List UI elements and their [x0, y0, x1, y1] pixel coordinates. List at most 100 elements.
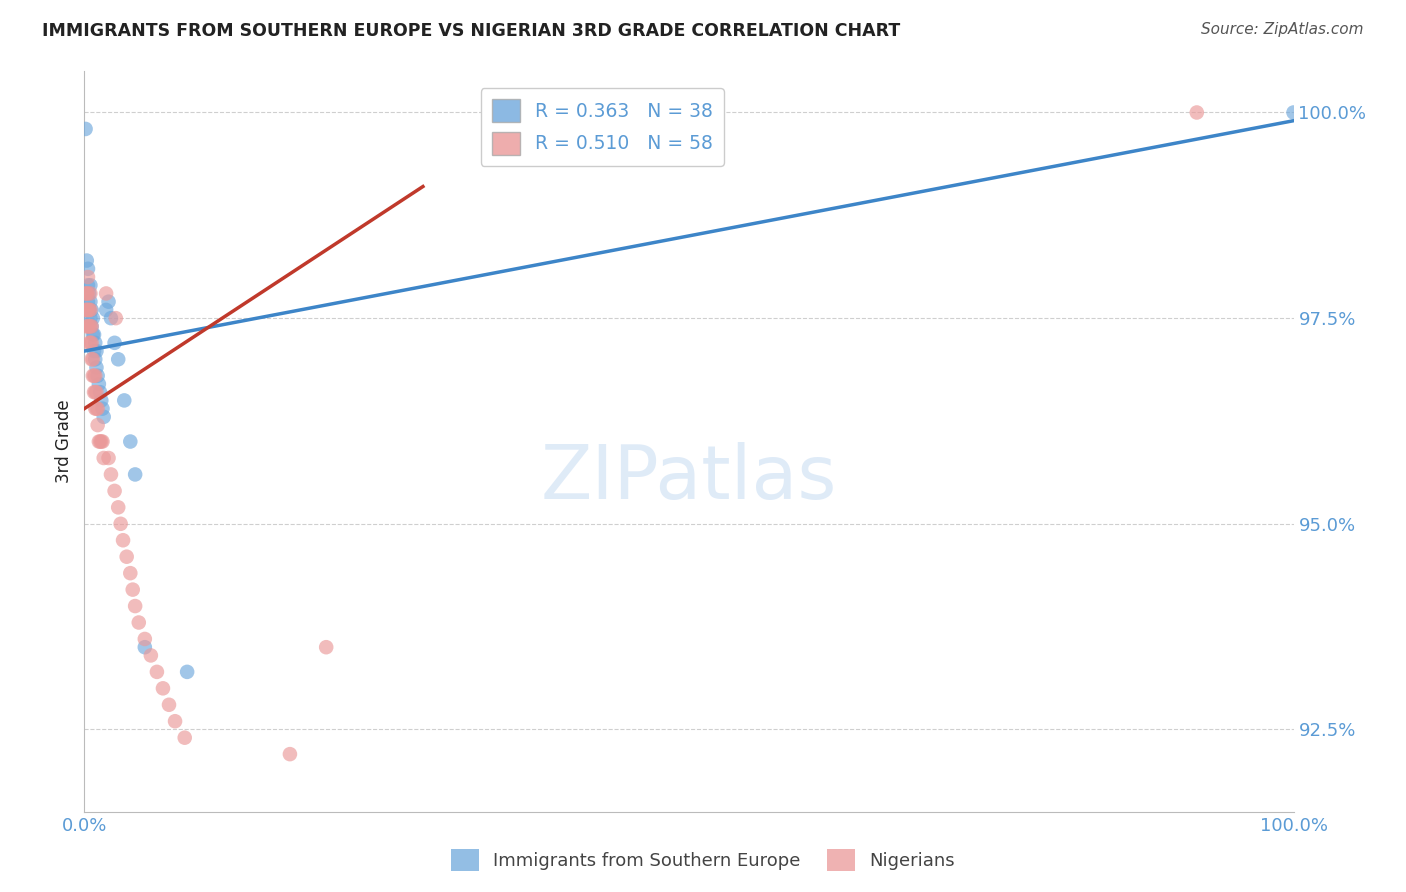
Point [75, 122, 97, 136]
Point [77, 302, 100, 317]
Point [75, 302, 97, 317]
Point [79, 302, 101, 317]
Point [82, 327, 104, 342]
Point [77, 335, 100, 350]
Point [79, 286, 101, 301]
Point [104, 483, 127, 498]
Point [84, 368, 107, 383]
Point [86, 385, 108, 400]
Point [91, 434, 114, 449]
Point [124, 599, 146, 613]
Point [77, 286, 100, 301]
Point [79, 294, 101, 309]
Point [84, 335, 107, 350]
Point [89, 385, 111, 400]
Point [83, 344, 105, 359]
Point [112, 533, 135, 548]
Point [83, 385, 105, 400]
Point [77, 286, 100, 301]
Point [77, 319, 100, 334]
Point [83, 368, 105, 383]
Point [84, 401, 107, 416]
Point [112, 393, 135, 408]
Point [76, 286, 98, 301]
Point [77, 270, 100, 285]
Point [77, 278, 100, 293]
Point [84, 385, 107, 400]
Point [121, 582, 143, 597]
Point [165, 714, 187, 729]
Point [107, 500, 129, 515]
Point [139, 648, 162, 663]
Point [91, 401, 114, 416]
Point [176, 665, 198, 679]
Point [1185, 105, 1208, 120]
Point [100, 311, 122, 326]
Point [76, 253, 98, 268]
Y-axis label: 3rd Grade: 3rd Grade [55, 400, 73, 483]
Point [79, 335, 101, 350]
Point [86, 418, 108, 433]
Point [87, 434, 110, 449]
Point [152, 681, 174, 696]
Point [79, 319, 101, 334]
Point [77, 261, 100, 276]
Point [104, 311, 127, 326]
Point [76, 286, 98, 301]
Point [77, 302, 100, 317]
Point [110, 516, 132, 531]
Point [86, 368, 108, 383]
Point [120, 566, 142, 581]
Point [80, 319, 103, 334]
Point [90, 393, 112, 408]
Point [89, 434, 111, 449]
Point [278, 747, 301, 761]
Point [97, 450, 120, 465]
Point [94, 286, 117, 301]
Text: Source: ZipAtlas.com: Source: ZipAtlas.com [1201, 22, 1364, 37]
Point [315, 640, 337, 655]
Point [157, 698, 180, 712]
Point [94, 302, 117, 317]
Point [76, 302, 98, 317]
Point [76, 319, 98, 334]
Point [86, 401, 108, 416]
Point [80, 352, 103, 367]
Point [93, 409, 115, 424]
Legend: Immigrants from Southern Europe, Nigerians: Immigrants from Southern Europe, Nigeria… [444, 842, 962, 879]
Point [75, 286, 97, 301]
Point [97, 294, 120, 309]
Point [115, 549, 138, 564]
Point [100, 467, 122, 482]
Point [77, 294, 100, 309]
Point [90, 434, 112, 449]
Point [1282, 105, 1305, 120]
Point [82, 368, 104, 383]
Point [173, 731, 195, 745]
Point [134, 640, 156, 655]
Point [86, 344, 108, 359]
Point [82, 352, 104, 367]
Point [82, 311, 104, 326]
Point [80, 335, 103, 350]
Point [124, 467, 146, 482]
Point [84, 352, 107, 367]
Point [77, 319, 100, 334]
Point [86, 401, 108, 416]
Point [80, 302, 103, 317]
Point [134, 632, 156, 646]
Text: ZIPatlas: ZIPatlas [541, 442, 837, 515]
Point [86, 360, 108, 375]
Point [120, 434, 142, 449]
Point [87, 376, 110, 391]
Point [80, 319, 103, 334]
Point [83, 327, 105, 342]
Point [79, 311, 101, 326]
Point [146, 665, 169, 679]
Text: IMMIGRANTS FROM SOUTHERN EUROPE VS NIGERIAN 3RD GRADE CORRELATION CHART: IMMIGRANTS FROM SOUTHERN EUROPE VS NIGER… [42, 22, 900, 40]
Point [79, 278, 101, 293]
Point [107, 352, 129, 367]
Point [77, 302, 100, 317]
Point [93, 450, 115, 465]
Point [128, 615, 150, 630]
